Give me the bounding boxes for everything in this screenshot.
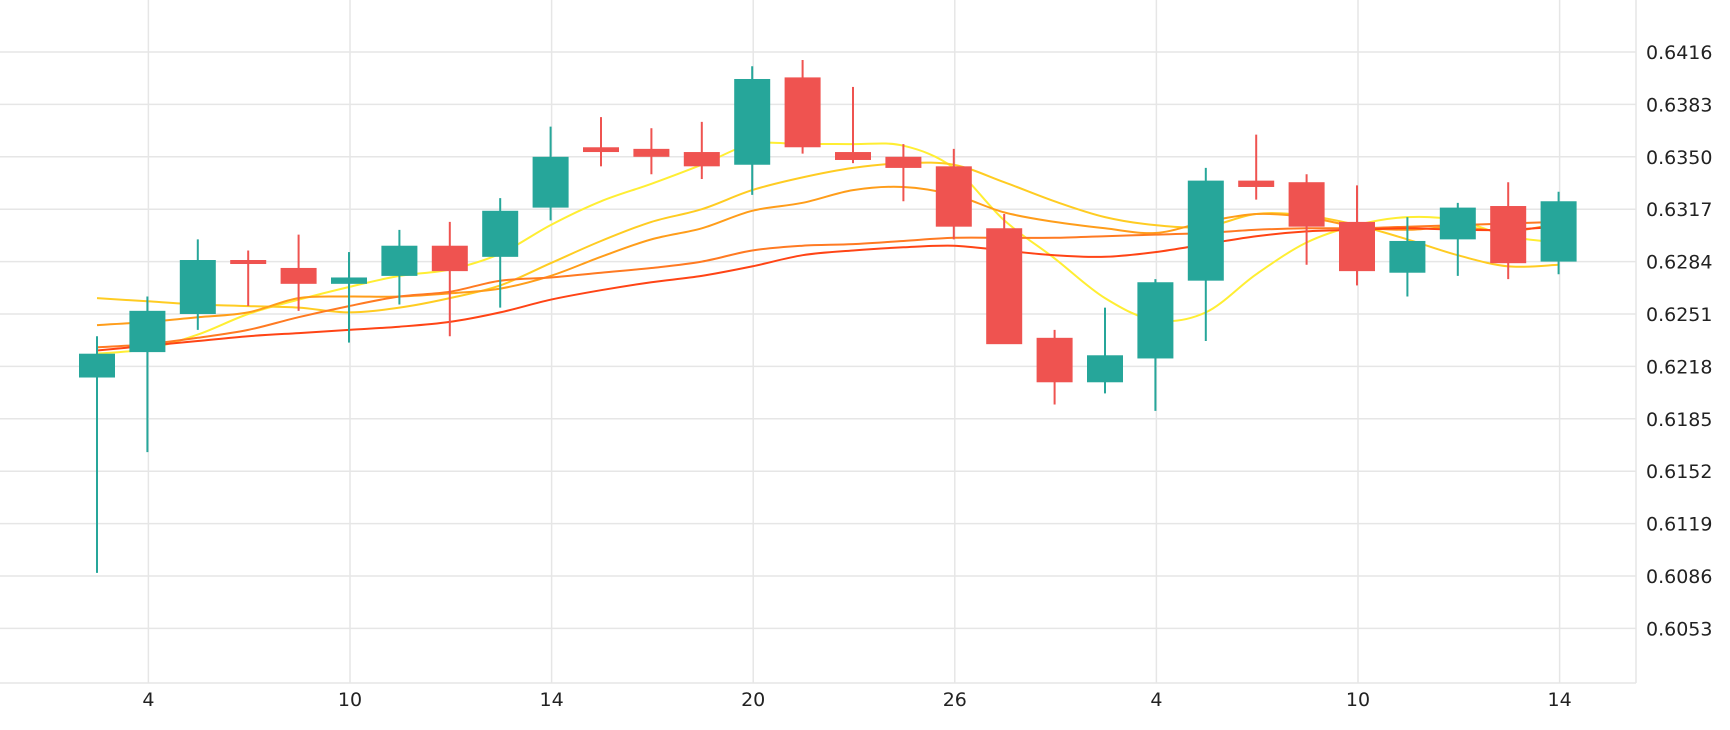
moving-average-line-4 xyxy=(96,220,1559,349)
candle xyxy=(1490,182,1527,280)
moving-average-line-5 xyxy=(96,225,1559,352)
candle-body xyxy=(331,277,367,284)
candle xyxy=(1187,167,1224,341)
candle xyxy=(935,148,972,240)
candle xyxy=(1339,185,1375,286)
candle xyxy=(482,198,519,308)
candle-body xyxy=(381,245,418,276)
x-axis: 4 10 14 20 26 4 10 14 xyxy=(142,689,1571,711)
candle xyxy=(179,239,216,330)
moving-average-line-1 xyxy=(96,141,1559,355)
candle xyxy=(431,221,468,337)
x-tick-label: 20 xyxy=(741,689,765,711)
candle-body xyxy=(1439,207,1476,240)
candle-body xyxy=(885,156,922,168)
candle xyxy=(835,86,871,164)
y-tick-label: 0.6383 xyxy=(1646,94,1712,116)
candle xyxy=(79,336,115,573)
x-tick-label: 10 xyxy=(338,689,362,711)
candle-body xyxy=(633,148,670,157)
y-tick-label: 0.6185 xyxy=(1646,409,1712,431)
candle-body xyxy=(1087,355,1123,383)
candle xyxy=(381,229,418,305)
candle-body xyxy=(784,77,821,148)
candle-body xyxy=(1339,221,1375,272)
candle xyxy=(583,117,619,167)
x-tick-label: 4 xyxy=(1150,689,1162,711)
y-axis: 0.6416 0.6383 0.6350 0.6317 0.6284 0.6251 0.62… xyxy=(1646,42,1712,640)
candle-body xyxy=(1137,282,1174,359)
candle xyxy=(683,121,720,180)
candle-body xyxy=(280,267,317,284)
candle-body xyxy=(179,260,216,314)
candle-body xyxy=(986,228,1023,345)
candle xyxy=(331,252,367,343)
candle xyxy=(1439,202,1476,276)
candle xyxy=(784,59,821,154)
candle-body xyxy=(1187,180,1224,281)
candle-body xyxy=(129,310,166,353)
candle-body xyxy=(230,260,267,265)
y-tick-label: 0.6086 xyxy=(1646,566,1712,588)
candle-body xyxy=(734,78,771,165)
candle-body xyxy=(583,147,619,153)
candle xyxy=(1036,329,1073,405)
candle-body xyxy=(835,152,871,160)
candle-body xyxy=(683,152,720,167)
candle xyxy=(1540,191,1577,275)
x-tick-label: 10 xyxy=(1346,689,1370,711)
candle xyxy=(885,144,922,202)
candle xyxy=(633,128,670,175)
candle-body xyxy=(431,245,468,272)
y-tick-label: 0.6119 xyxy=(1646,514,1712,536)
x-tick-label: 26 xyxy=(943,689,967,711)
candle xyxy=(532,126,569,221)
candle-body xyxy=(532,156,569,208)
candle-body xyxy=(1036,337,1073,383)
candle-body xyxy=(79,353,115,378)
candle xyxy=(280,234,317,311)
candle-body xyxy=(935,166,972,227)
candle xyxy=(1238,134,1275,200)
y-tick-label: 0.6218 xyxy=(1646,356,1712,378)
candle xyxy=(1389,217,1426,297)
y-tick-label: 0.6284 xyxy=(1646,252,1712,274)
y-tick-label: 0.6350 xyxy=(1646,147,1712,169)
candle xyxy=(1288,174,1325,265)
candles xyxy=(79,59,1577,573)
candle xyxy=(230,250,267,307)
candle-body xyxy=(1238,180,1275,187)
y-tick-label: 0.6317 xyxy=(1646,199,1712,221)
y-tick-label: 0.6152 xyxy=(1646,461,1712,483)
candle xyxy=(734,66,771,195)
candle-body xyxy=(1389,240,1426,273)
candle-body xyxy=(1288,182,1325,227)
y-tick-label: 0.6053 xyxy=(1646,618,1712,640)
candle xyxy=(1087,307,1123,394)
y-tick-label: 0.6251 xyxy=(1646,304,1712,326)
candle xyxy=(986,213,1023,345)
candle xyxy=(1137,279,1174,411)
x-tick-label: 14 xyxy=(540,689,564,711)
y-tick-label: 0.6416 xyxy=(1646,42,1712,64)
candle-body xyxy=(1490,206,1527,264)
x-tick-label: 4 xyxy=(142,689,154,711)
candle xyxy=(129,296,166,453)
candle-body xyxy=(482,210,519,257)
candle-body xyxy=(1540,201,1577,262)
x-tick-label: 14 xyxy=(1548,689,1572,711)
